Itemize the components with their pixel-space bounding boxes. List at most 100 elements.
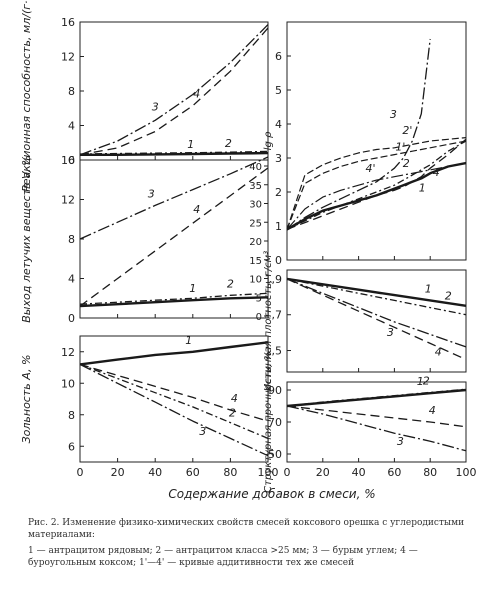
y2-tick-label: 15 [249,256,262,267]
x-tick-label: 100 [258,466,279,479]
series-label: 2 [423,374,430,387]
panel-6-ylabel: Структурная прочность, % [263,351,274,493]
y-tick-label: 8 [68,85,75,98]
series-label: 3 [148,187,155,200]
series-label: 4 [433,166,440,179]
y-tick-label: 12 [61,346,75,359]
y-tick-label: 0 [68,154,75,167]
series-label: 1 [185,334,192,347]
series-line-3 [79,363,269,457]
y2-tick-label: 0 [256,312,262,323]
series-line-1 [286,277,467,307]
series-label: 2 [445,290,452,303]
y-tick-label: 4 [275,118,282,131]
series-line-1 [80,151,269,156]
x-tick-label: 20 [316,466,330,479]
y-tick-label: 12 [61,51,75,64]
series-label: 3 [152,100,159,113]
series-label: 3 [199,425,206,438]
y2-tick-label: 10 [249,275,262,286]
series-line-1 [286,388,467,408]
caption-legend: 1 — антрацитом рядовым; 2 — антрацитом к… [28,546,418,568]
y2-tick-label: 20 [249,237,262,248]
y-tick-label: 1,9 [265,273,283,286]
series-label: 2 [229,407,236,420]
y-tick-label: 2 [275,186,282,199]
series-line-2 [79,363,269,439]
series-line-4p [286,162,467,230]
x-tick-label: 100 [456,466,477,479]
y-tick-label: 6 [68,440,75,453]
y-tick-label: 1 [275,220,282,233]
series-line-4 [286,138,467,231]
y-tick-label: 1,5 [265,345,283,358]
shared-x-axis-label: Содержание добавок в смеси, % [168,487,375,501]
x-tick-label: 40 [352,466,366,479]
panel-1-frame [79,21,269,161]
x-tick-label: 80 [423,466,437,479]
y2-tick-label: 40 [249,162,262,173]
series-line-1 [286,161,467,231]
series-line-1p [286,140,467,230]
panel-5-ylabel: Истинная плотность, г/см³ [263,251,274,391]
panel-3-ylabel: Зольность A, % [20,355,33,444]
panel-5-frame [286,269,467,373]
series-line-3 [286,278,467,348]
series-line-3 [79,156,269,240]
series-label: 2 [227,277,234,290]
y-tick-label: 4 [68,120,75,133]
series-line-2 [79,150,269,155]
y-tick-label: 90 [268,384,282,397]
series-line-4 [79,167,269,307]
y-tick-label: 16 [61,154,75,167]
series-label: 3 [397,435,404,448]
series-label: 1 [189,282,196,295]
series-line-4 [79,363,269,422]
series-line-3 [286,38,431,230]
panel-6-frame [286,381,467,463]
x-tick-label: 0 [77,466,84,479]
series-label: 1' [395,141,405,154]
series-label: 4 [429,404,436,417]
x-tick-label: 40 [148,466,162,479]
series-line-2 [286,140,467,230]
series-label: 1 [417,375,424,388]
series-label: 2 [225,137,232,150]
series-label: 4 [435,345,442,358]
y-tick-label: 6 [275,50,282,63]
series-label: 4 [193,203,200,216]
y-tick-label: 50 [268,448,282,461]
series-line-4 [79,27,269,156]
series-line-2 [79,292,269,305]
y-tick-label: 12 [61,194,75,207]
series-line-3 [79,24,269,156]
series-line-4 [286,405,467,428]
y-tick-label: 10 [61,377,75,390]
y2-tick-label: 5 [256,293,262,304]
x-tick-label: 80 [223,466,237,479]
series-label: 4 [231,392,238,405]
y2-tick-label: 25 [249,218,262,229]
panel-2-ylabel: Выход летучих веществ V, % [20,155,33,322]
y-tick-label: 3 [275,152,282,165]
panel-4-frame [286,21,467,261]
series-line-2p [286,137,467,230]
series-line-1 [79,296,269,308]
y-tick-label: 70 [268,416,282,429]
y-tick-label: 0 [68,312,75,325]
series-label: 2 [403,157,410,170]
x-tick-label: 20 [111,466,125,479]
x-tick-label: 60 [387,466,401,479]
y-tick-label: 0 [275,254,282,267]
series-line-1 [79,341,269,366]
series-label: 4' [365,162,375,175]
y-tick-label: 16 [61,16,75,29]
series-label: 3 [387,326,394,339]
